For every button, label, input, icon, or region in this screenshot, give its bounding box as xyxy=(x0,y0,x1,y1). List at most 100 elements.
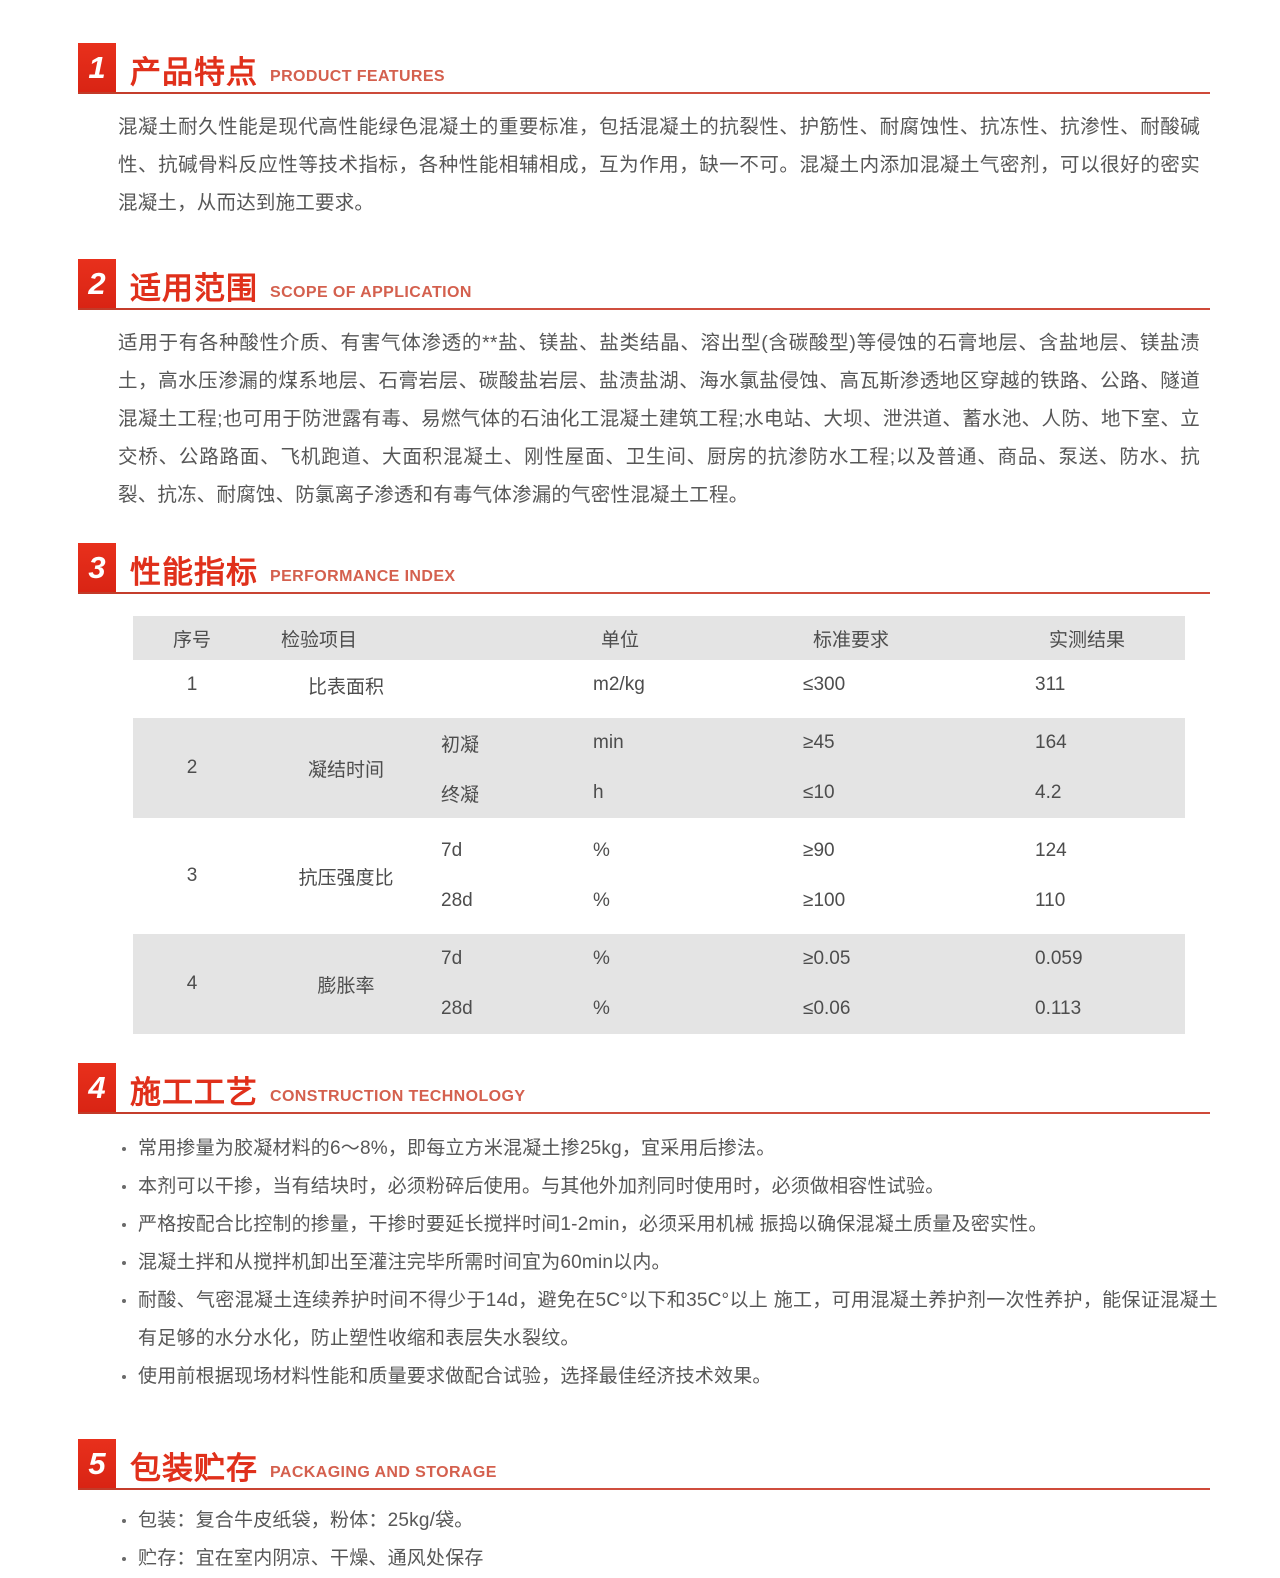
section-5-heading: 5 包装贮存 PACKAGING AND STORAGE xyxy=(0,1436,1280,1488)
spacer-1-2 xyxy=(0,222,1280,256)
section-1-heading: 1 产品特点 PRODUCT FEATURES xyxy=(0,40,1280,92)
cell-no: 2 xyxy=(133,718,251,818)
cell-unit: % xyxy=(593,876,804,926)
col-header-no: 序号 xyxy=(133,616,251,660)
cell-no: 4 xyxy=(133,934,251,1034)
table-row: 4 膨胀率 7d % ≥0.05 0.059 xyxy=(133,934,1186,1034)
section-title-cn: 产品特点 xyxy=(130,55,258,90)
section-2-body: 适用于有各种酸性介质、有害气体渗透的**盐、镁盐、盐类结晶、溶出型(含碳酸型)等… xyxy=(0,310,1280,514)
spacer-before-construction-list xyxy=(0,1114,1280,1130)
section-title-en: CONSTRUCTION TECHNOLOGY xyxy=(270,1088,526,1105)
table-row: 28d % ≤0.06 0.113 xyxy=(133,984,1186,1034)
table-row: 3 抗压强度比 7d % ≥90 124 xyxy=(133,826,1186,926)
cell-no: 3 xyxy=(133,826,251,926)
table-row: 终凝 h ≤10 4.2 xyxy=(133,768,1186,818)
section-packaging-and-storage: 5 包装贮存 PACKAGING AND STORAGE 包装：复合牛皮纸袋，粉… xyxy=(0,1436,1280,1578)
section-title-cn: 适用范围 xyxy=(130,271,258,306)
cell-unit: h xyxy=(593,768,804,818)
performance-index-table: 序号 检验项目 单位 标准要求 实测结果 1 比表面积 m2/kg ≤300 xyxy=(133,616,1186,1034)
section-title-en: PERFORMANCE INDEX xyxy=(270,568,456,585)
cell-item: 膨胀率 xyxy=(251,934,441,1034)
cell-standard: ≤0.06 xyxy=(803,984,1036,1034)
section-performance-index: 3 性能指标 PERFORMANCE INDEX 序号 检验项目 单位 标准要求… xyxy=(0,540,1280,1034)
cell-result: 124 xyxy=(1035,826,1186,876)
section-number-badge: 3 xyxy=(78,543,116,592)
table-row: 2 凝结时间 初凝 min ≥45 164 xyxy=(133,718,1186,818)
cell-result: 110 xyxy=(1035,876,1186,926)
list-item: 使用前根据现场材料性能和质量要求做配合试验，选择最佳经济技术效果。 xyxy=(122,1358,1218,1396)
cell-result: 164 xyxy=(1035,718,1186,768)
cell-result: 0.113 xyxy=(1035,984,1186,1034)
cell-result: 311 xyxy=(1035,660,1186,710)
table-header-row: 序号 检验项目 单位 标准要求 实测结果 xyxy=(133,616,1186,660)
col-header-standard: 标准要求 xyxy=(803,616,1036,660)
cell-sub: 28d xyxy=(441,876,594,926)
cell-unit: m2/kg xyxy=(593,660,804,710)
spacer-4-5 xyxy=(0,1396,1280,1436)
cell-item: 比表面积 xyxy=(251,660,441,710)
section-4-rule xyxy=(78,1112,1210,1114)
packaging-bullet-list: 包装：复合牛皮纸袋，粉体：25kg/袋。 贮存：宜在室内阴凉、干燥、通风处保存 xyxy=(0,1502,1280,1578)
cell-sub: 初凝 xyxy=(441,718,594,768)
table-row: 28d % ≥100 110 xyxy=(133,876,1186,926)
section-product-features: 1 产品特点 PRODUCT FEATURES 混凝土耐久性能是现代高性能绿色混… xyxy=(0,40,1280,222)
cell-sub: 7d xyxy=(441,826,594,876)
row-spacer xyxy=(133,926,1186,934)
cell-sub xyxy=(441,660,594,710)
section-3-rule xyxy=(78,592,1210,594)
col-header-unit: 单位 xyxy=(593,616,804,660)
spacer-before-packaging-list xyxy=(0,1490,1280,1502)
cell-unit: % xyxy=(593,826,804,876)
section-construction-technology: 4 施工工艺 CONSTRUCTION TECHNOLOGY 常用掺量为胶凝材料… xyxy=(0,1060,1280,1396)
section-scope-of-application: 2 适用范围 SCOPE OF APPLICATION 适用于有各种酸性介质、有… xyxy=(0,256,1280,514)
row-spacer xyxy=(133,710,1186,718)
table-head: 序号 检验项目 单位 标准要求 实测结果 xyxy=(133,616,1186,660)
cell-standard: ≥45 xyxy=(803,718,1036,768)
list-item: 常用掺量为胶凝材料的6～8%，即每立方米混凝土掺25kg，宜采用后掺法。 xyxy=(122,1130,1218,1168)
cell-unit: min xyxy=(593,718,804,768)
list-item: 混凝土拌和从搅拌机卸出至灌注完毕所需时间宜为60min以内。 xyxy=(122,1244,1218,1282)
col-header-result: 实测结果 xyxy=(1035,616,1186,660)
cell-standard: ≤300 xyxy=(803,660,1036,710)
section-title-en: SCOPE OF APPLICATION xyxy=(270,284,472,301)
section-number-badge: 2 xyxy=(78,259,116,308)
cell-sub: 7d xyxy=(441,934,594,984)
section-title-cn: 包装贮存 xyxy=(130,1451,258,1486)
product-features-paragraph: 混凝土耐久性能是现代高性能绿色混凝土的重要标准，包括混凝土的抗裂性、护筋性、耐腐… xyxy=(118,116,1200,214)
section-1-rule xyxy=(78,92,1210,94)
spacer-2-3 xyxy=(0,514,1280,540)
cell-sub: 终凝 xyxy=(441,768,594,818)
top-spacer xyxy=(0,0,1280,40)
section-title-en: PRODUCT FEATURES xyxy=(270,68,445,85)
list-item: 包装：复合牛皮纸袋，粉体：25kg/袋。 xyxy=(122,1502,1218,1540)
cell-result: 0.059 xyxy=(1035,934,1186,984)
cell-item: 抗压强度比 xyxy=(251,826,441,926)
cell-unit: % xyxy=(593,984,804,1034)
row-spacer xyxy=(133,818,1186,826)
section-number-badge: 4 xyxy=(78,1063,116,1112)
section-2-heading: 2 适用范围 SCOPE OF APPLICATION xyxy=(0,256,1280,308)
section-3-heading: 3 性能指标 PERFORMANCE INDEX xyxy=(0,540,1280,592)
cell-sub: 28d xyxy=(441,984,594,1034)
table-row: 1 比表面积 m2/kg ≤300 311 xyxy=(133,660,1186,710)
cell-no: 1 xyxy=(133,660,251,710)
cell-standard: ≤10 xyxy=(803,768,1036,818)
section-2-rule xyxy=(78,308,1210,310)
cell-result: 4.2 xyxy=(1035,768,1186,818)
cell-standard: ≥100 xyxy=(803,876,1036,926)
scope-paragraph: 适用于有各种酸性介质、有害气体渗透的**盐、镁盐、盐类结晶、溶出型(含碳酸型)等… xyxy=(118,332,1200,506)
list-item: 贮存：宜在室内阴凉、干燥、通风处保存 xyxy=(122,1540,1218,1578)
construction-bullet-list: 常用掺量为胶凝材料的6～8%，即每立方米混凝土掺25kg，宜采用后掺法。 本剂可… xyxy=(0,1130,1280,1396)
section-title-en: PACKAGING AND STORAGE xyxy=(270,1464,497,1481)
cell-standard: ≥0.05 xyxy=(803,934,1036,984)
section-number-badge: 1 xyxy=(78,43,116,92)
list-item: 耐酸、气密混凝土连续养护时间不得少于14d，避免在5C°以下和35C°以上 施工… xyxy=(122,1282,1218,1358)
section-4-heading: 4 施工工艺 CONSTRUCTION TECHNOLOGY xyxy=(0,1060,1280,1112)
col-header-item: 检验项目 xyxy=(251,616,594,660)
section-1-body: 混凝土耐久性能是现代高性能绿色混凝土的重要标准，包括混凝土的抗裂性、护筋性、耐腐… xyxy=(0,94,1280,222)
section-title-cn: 施工工艺 xyxy=(130,1075,258,1110)
list-item: 本剂可以干掺，当有结块时，必须粉碎后使用。与其他外加剂同时使用时，必须做相容性试… xyxy=(122,1168,1218,1206)
section-title-cn: 性能指标 xyxy=(130,555,258,590)
table-body: 1 比表面积 m2/kg ≤300 311 2 凝结时间 初凝 min xyxy=(133,660,1186,1034)
